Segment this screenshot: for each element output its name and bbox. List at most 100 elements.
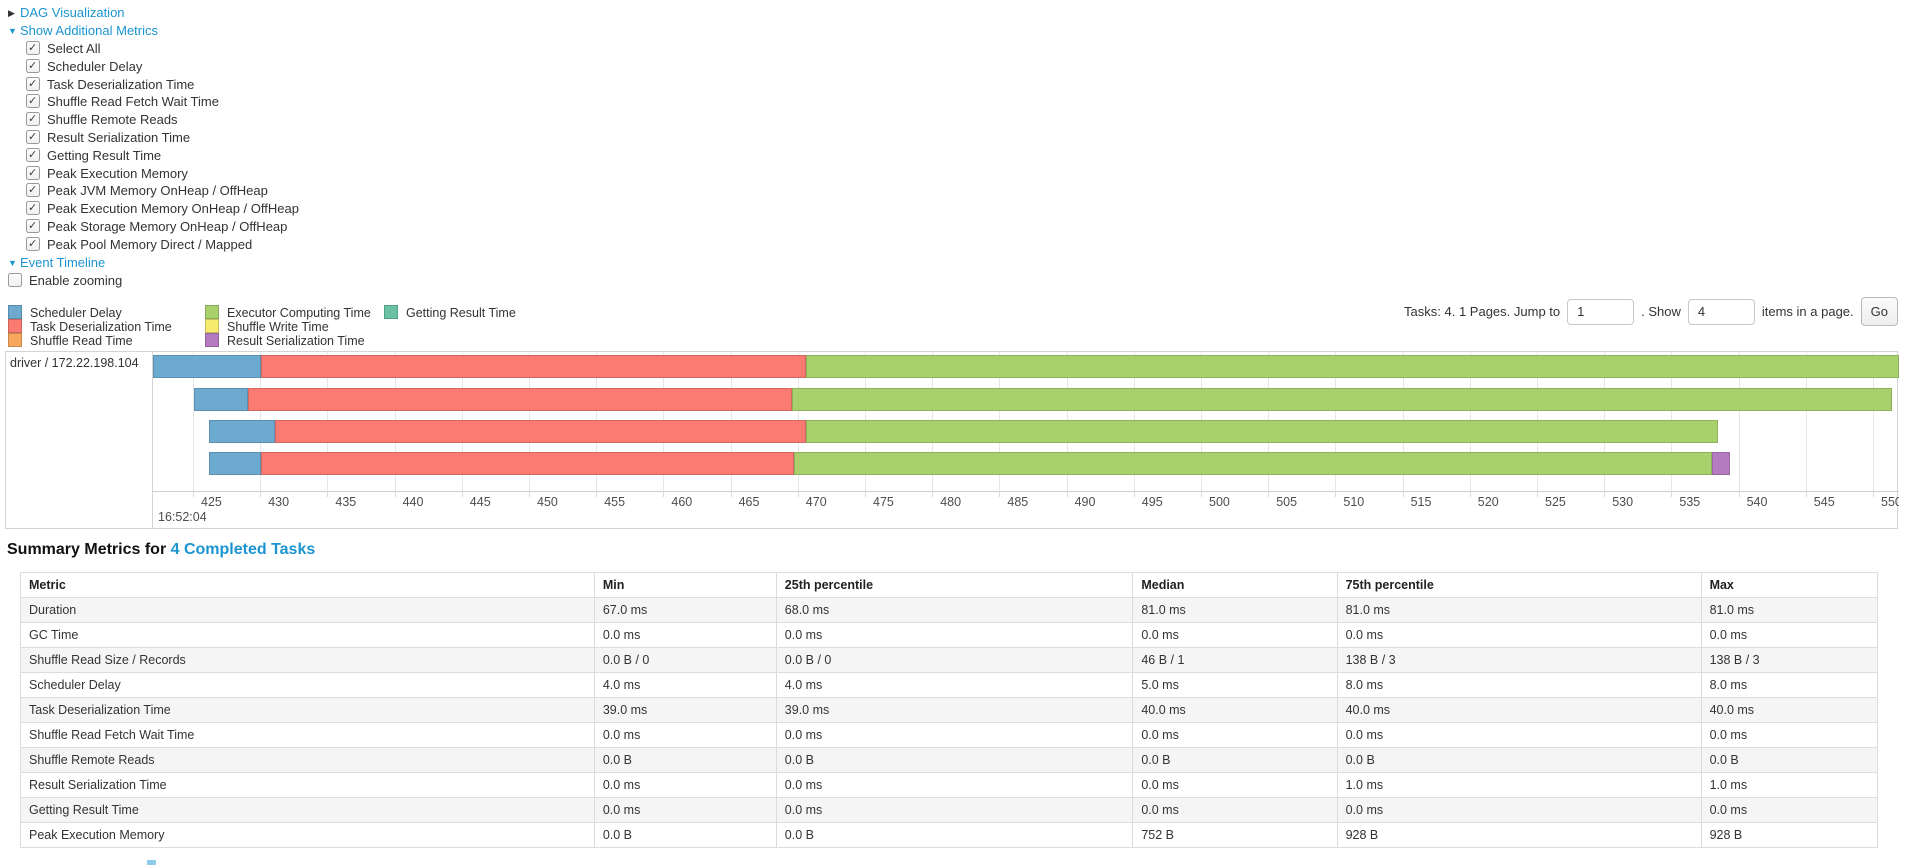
jump-to-page-input[interactable] [1567, 298, 1635, 325]
go-button[interactable]: Go [1860, 297, 1898, 326]
axis-tick-mark [797, 491, 799, 497]
dag-visualization-toggle[interactable]: ▶ DAG Visualization [8, 4, 299, 22]
event-timeline-toggle[interactable]: ▼ Event Timeline [8, 254, 299, 272]
axis-tick-label: 530 [1612, 495, 1634, 509]
task-bar-segment[interactable] [261, 355, 806, 378]
metric-checkbox-row[interactable]: Peak Execution Memory [26, 165, 299, 182]
axis-tick-mark [730, 491, 732, 497]
table-row: Task Deserialization Time 39.0 ms 39.0 ms 4… [20, 697, 1879, 723]
completed-tasks-link[interactable]: 4 Completed Tasks [170, 541, 316, 558]
metric-checkbox-row[interactable]: Scheduler Delay [26, 58, 299, 76]
enable-zooming-checkbox[interactable] [8, 272, 22, 287]
task-bar-segment[interactable] [153, 355, 261, 378]
metric-checkbox[interactable] [26, 129, 40, 147]
metric-checkbox-row[interactable]: Shuffle Remote Reads [26, 111, 299, 129]
show-additional-metrics-toggle[interactable]: ▼ Show Additional Metrics [8, 22, 299, 40]
enable-zooming-row[interactable]: Enable zooming [8, 272, 299, 290]
metric-checkbox[interactable] [26, 58, 40, 76]
task-bar-segment[interactable] [1712, 452, 1730, 475]
axis-gridline [193, 352, 194, 491]
metric-name-cell: Getting Result Time [20, 797, 595, 823]
show-additional-metrics-link[interactable]: Show Additional Metrics [20, 23, 159, 38]
task-bar-segment[interactable] [275, 420, 806, 443]
legend-column: Scheduler Delay Task Deserialization Time… [8, 305, 205, 348]
metric-value-cell: 39.0 ms [593, 697, 777, 723]
metric-value-cell: 46 B / 1 [1132, 647, 1338, 673]
event-timeline-chart: driver / 172.22.198.104 425 430 435 440 445 4… [5, 351, 1899, 529]
legend-swatch-icon [8, 319, 22, 334]
axis-tick-label: 455 [604, 495, 626, 509]
metric-checkbox[interactable] [26, 165, 40, 182]
metric-checkbox[interactable] [26, 236, 40, 254]
task-bar-segment[interactable] [792, 388, 1892, 411]
metric-value-cell: 81.0 ms [1336, 597, 1702, 623]
metric-checkbox-label: Peak Pool Memory Direct / Mapped [47, 236, 253, 252]
metric-checkbox[interactable] [26, 218, 40, 236]
metric-value-cell: 81.0 ms [1132, 597, 1338, 623]
metric-checkbox-label: Peak Execution Memory OnHeap / OffHeap [47, 201, 299, 217]
axis-tick-label: 535 [1679, 495, 1701, 509]
task-bar-segment[interactable] [248, 388, 792, 411]
axis-tick-mark [1335, 491, 1337, 497]
axis-tick-label: 485 [1007, 495, 1029, 509]
metric-checkbox-row[interactable]: Getting Result Time [26, 147, 299, 165]
metric-value-cell: 0.0 B [593, 822, 777, 848]
axis-tick-label: 495 [1141, 495, 1163, 509]
metric-checkbox-label: Result Serialization Time [47, 129, 191, 145]
metric-checkbox[interactable] [26, 147, 40, 165]
table-header-row: Metric Min 25th percentile Median 75th perce… [20, 572, 1879, 598]
metric-value-cell: 5.0 ms [1132, 672, 1338, 698]
axis-tick-mark [461, 491, 463, 497]
items-per-page-input[interactable] [1687, 298, 1755, 325]
task-bar-segment[interactable] [194, 388, 248, 411]
metric-checkbox-row[interactable]: Task Deserialization Time [26, 76, 299, 93]
metric-checkbox[interactable] [26, 93, 40, 111]
metric-checkbox[interactable] [26, 40, 40, 58]
metric-checkbox-row[interactable]: Peak Storage Memory OnHeap / OffHeap [26, 218, 299, 236]
axis-tick-mark [1873, 491, 1874, 497]
metric-checkbox-list: Select All Scheduler Delay Task Deserializ… [8, 40, 299, 254]
metric-value-cell: 928 B [1700, 822, 1879, 848]
timeline-plot-area[interactable]: 425 430 435 440 445 450 455 460 465 470 475 480 485 4… [153, 352, 1899, 528]
metric-value-cell: 1.0 ms [1700, 772, 1879, 798]
metric-checkbox[interactable] [26, 200, 40, 218]
axis-major-time-label: 16:52:04 [158, 510, 207, 524]
task-bar-segment[interactable] [806, 420, 1718, 443]
legend-item-label: Shuffle Read Time [30, 334, 133, 349]
metric-checkbox[interactable] [26, 76, 40, 93]
task-bar-segment[interactable] [261, 452, 794, 475]
legend-swatch-icon [8, 305, 22, 319]
axis-gridline [1805, 352, 1807, 491]
metric-value-cell: 0.0 ms [1700, 622, 1879, 648]
task-bar-segment[interactable] [794, 452, 1712, 475]
event-timeline-link[interactable]: Event Timeline [20, 254, 106, 270]
task-bar-segment[interactable] [209, 452, 261, 475]
axis-tick-label: 520 [1477, 495, 1499, 509]
summary-title-text: Summary Metrics for [7, 541, 171, 558]
metric-value-cell: 0.0 ms [1132, 772, 1338, 798]
dag-visualization-link[interactable]: DAG Visualization [20, 5, 125, 20]
legend-item: Scheduler Delay [8, 305, 205, 320]
axis-tick-label: 430 [268, 495, 290, 509]
metric-checkbox-row[interactable]: Peak Execution Memory OnHeap / OffHeap [26, 200, 299, 218]
metric-checkbox-label: Task Deserialization Time [47, 76, 195, 92]
axis-tick-mark [1201, 491, 1202, 497]
metric-checkbox-row[interactable]: Result Serialization Time [26, 129, 299, 147]
metric-checkbox-row[interactable]: Peak JVM Memory OnHeap / OffHeap [26, 182, 299, 200]
metric-checkbox-row[interactable]: Shuffle Read Fetch Wait Time [26, 93, 299, 111]
metric-value-cell: 0.0 B [593, 747, 777, 773]
metric-checkbox-row[interactable]: Select All [26, 40, 299, 58]
metric-name-cell: Shuffle Remote Reads [20, 747, 595, 773]
items-in-page-text: items in a page. [1761, 304, 1854, 319]
axis-tick-label: 545 [1813, 495, 1835, 509]
axis-tick-label: 510 [1343, 495, 1365, 509]
metric-checkbox-row[interactable]: Peak Pool Memory Direct / Mapped [26, 236, 299, 254]
metric-checkbox[interactable] [26, 111, 40, 129]
metric-checkbox[interactable] [26, 182, 40, 200]
task-bar-segment[interactable] [209, 420, 275, 443]
task-bar-segment[interactable] [806, 355, 1899, 378]
metric-checkbox-label: Shuffle Read Fetch Wait Time [47, 94, 219, 110]
metric-value-cell: 0.0 B [775, 822, 1134, 848]
axis-tick-label: 445 [469, 495, 491, 509]
axis-tick-label: 460 [671, 495, 693, 509]
